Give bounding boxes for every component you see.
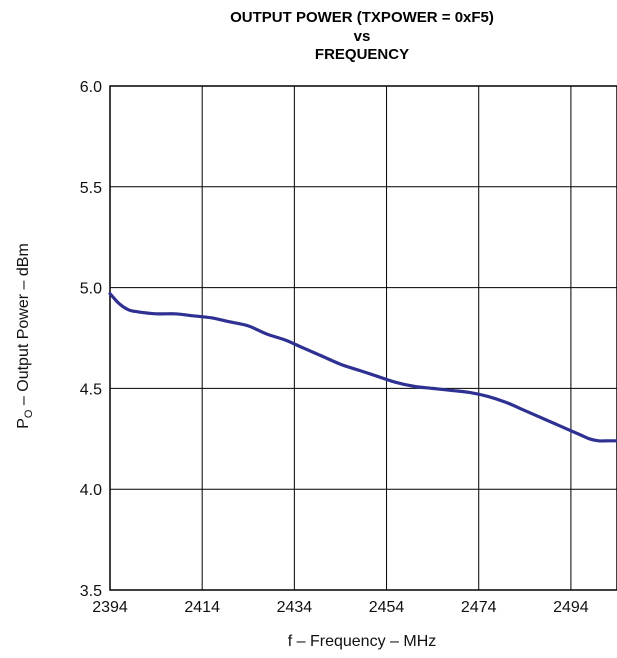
y-axis-label-subscript: O <box>23 409 35 418</box>
grid-lines <box>109 85 617 591</box>
y-tick-label: 5.5 <box>80 180 102 197</box>
x-tick-label: 2494 <box>553 599 589 616</box>
x-tick-label: 2474 <box>461 599 497 616</box>
x-axis-ticks: 2394 2414 2434 2454 2474 2494 <box>92 599 589 616</box>
y-axis-label-rest: – Output Power – dBm <box>15 243 32 409</box>
y-axis-ticks: 3.5 4.0 4.5 5.0 5.5 6.0 <box>80 79 102 600</box>
y-tick-label: 6.0 <box>80 79 102 96</box>
chart-title: OUTPUT POWER (TXPOWER = 0xF5) vs FREQUEN… <box>230 9 494 63</box>
y-axis-label-main: P <box>15 418 32 429</box>
x-tick-label: 2414 <box>184 599 220 616</box>
y-tick-label: 5.0 <box>80 281 102 298</box>
title-line-2: vs <box>354 28 371 45</box>
y-axis-label: PO – Output Power – dBm <box>15 243 35 429</box>
x-tick-label: 2394 <box>92 599 128 616</box>
y-tick-label: 4.5 <box>80 381 102 398</box>
x-tick-label: 2454 <box>369 599 405 616</box>
series-line-output-power <box>108 292 617 443</box>
x-axis-label: f – Frequency – MHz <box>288 633 437 650</box>
plot-area <box>109 85 617 591</box>
x-tick-label: 2434 <box>277 599 313 616</box>
title-line-1: OUTPUT POWER (TXPOWER = 0xF5) <box>230 9 494 26</box>
y-tick-label: 3.5 <box>80 583 102 600</box>
title-line-3: FREQUENCY <box>315 46 409 63</box>
y-tick-label: 4.0 <box>80 482 102 499</box>
